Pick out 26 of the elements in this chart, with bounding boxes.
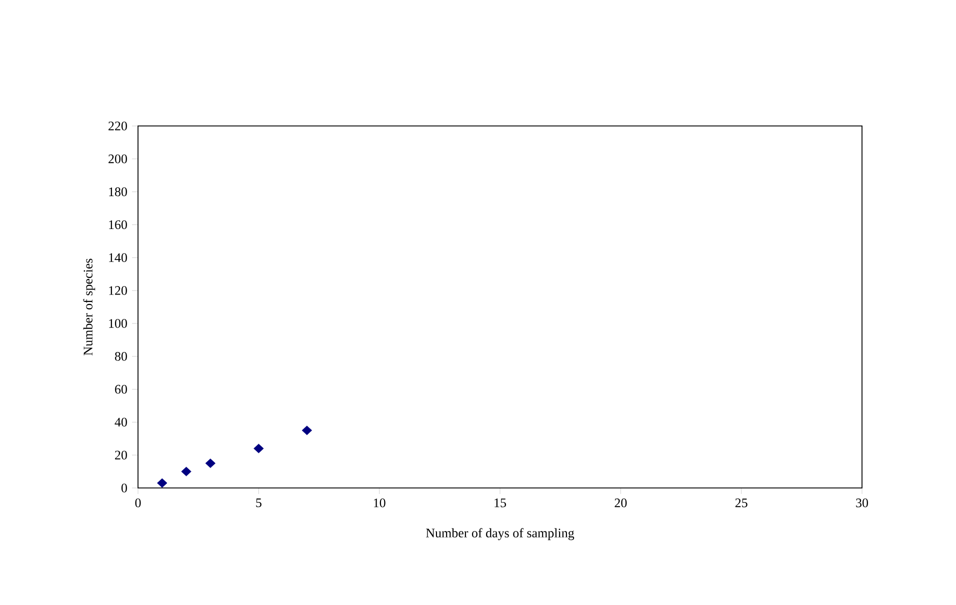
y-tick-label: 60 bbox=[115, 384, 127, 394]
y-tick-label: 180 bbox=[109, 187, 127, 196]
x-tick-label: 0 bbox=[135, 498, 141, 508]
y-tick-label: 120 bbox=[109, 286, 127, 295]
y-tick-label: 160 bbox=[109, 220, 127, 230]
y-tick-label: 80 bbox=[114, 352, 127, 361]
y-axis-title: Number of species bbox=[83, 258, 96, 356]
y-tick-label: 200 bbox=[108, 154, 127, 164]
y-tick-label: 0 bbox=[121, 484, 127, 492]
point bbox=[205, 458, 216, 468]
point bbox=[157, 478, 168, 488]
x-tick-label: 30 bbox=[856, 498, 868, 508]
point bbox=[254, 444, 264, 454]
x-tick-label: 5 bbox=[256, 498, 262, 508]
y-tick-label: 100 bbox=[109, 319, 127, 328]
y-tick-label: 140 bbox=[109, 253, 127, 262]
x-tick-label: 25 bbox=[735, 498, 748, 508]
x-tick-label: 20 bbox=[614, 498, 627, 508]
y-tick-label: 220 bbox=[108, 122, 127, 130]
point bbox=[302, 426, 312, 436]
y-tick-label: 40 bbox=[114, 418, 127, 427]
point bbox=[181, 466, 192, 476]
y-tick-label: 20 bbox=[115, 450, 127, 460]
x-tick-label: 10 bbox=[374, 498, 386, 508]
x-tick-label: 15 bbox=[494, 498, 506, 508]
x-axis-title: Number of days of sampling bbox=[426, 528, 574, 540]
